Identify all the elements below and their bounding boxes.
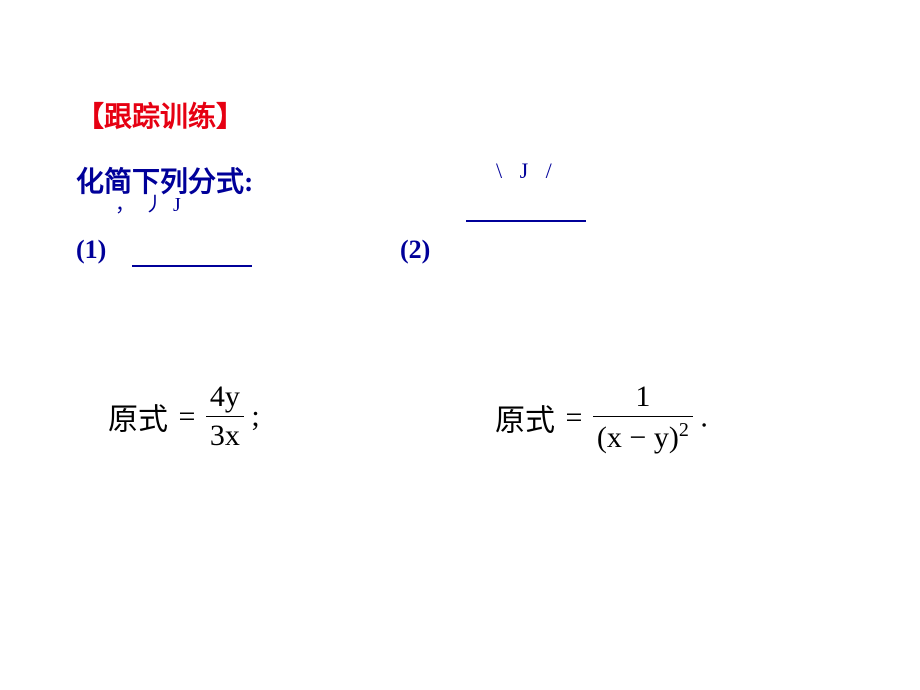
answer-2-equals: = xyxy=(566,401,583,434)
answer-1-denominator: 3x xyxy=(206,417,244,453)
answer-2-den-exponent: 2 xyxy=(679,419,689,441)
fragment-right: \ J / xyxy=(496,158,558,184)
answer-1-numerator: 4y xyxy=(206,380,244,417)
answer-2-den-base: (x − y) xyxy=(597,421,679,454)
answer-2-prefix: 原式 xyxy=(495,405,555,438)
item-1-label: (1) xyxy=(76,235,106,265)
answer-2: 原式 = 1 (x − y)2 . xyxy=(495,380,708,455)
answer-1-prefix: 原式 xyxy=(108,404,168,437)
answer-1-equals: = xyxy=(179,400,196,433)
answer-2-numerator: 1 xyxy=(593,380,693,417)
section-title: 【跟踪训练】 xyxy=(76,95,244,135)
item-2-label: (2) xyxy=(400,235,430,265)
answer-1: 原式 = 4y 3x ; xyxy=(108,380,260,453)
answer-2-fraction: 1 (x − y)2 xyxy=(593,380,693,455)
answer-2-suffix: . xyxy=(700,401,708,434)
answer-2-denominator: (x − y)2 xyxy=(593,417,693,455)
item-1-underline xyxy=(132,265,252,267)
answer-1-fraction: 4y 3x xyxy=(206,380,244,453)
item-2-underline xyxy=(466,220,586,222)
fragment-left: ， 丿 J xyxy=(115,188,183,217)
answer-1-suffix: ; xyxy=(251,400,259,433)
